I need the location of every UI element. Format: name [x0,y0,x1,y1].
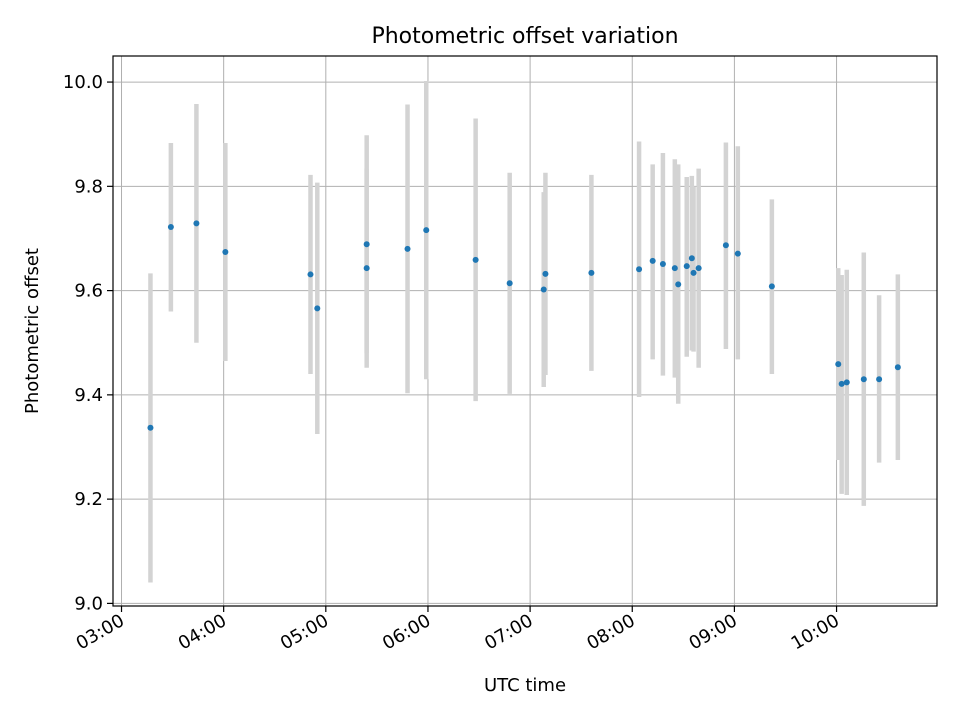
data-point [894,364,901,371]
data-point [363,265,370,272]
data-point [404,245,411,252]
y-tick-label: 9.2 [74,489,103,510]
data-point [675,281,682,288]
data-point [542,270,549,277]
x-tick-label: 08:00 [583,610,638,654]
x-tick-label: 03:00 [73,610,128,654]
x-axis-label: UTC time [484,675,566,696]
y-tick-label: 9.0 [74,593,103,614]
data-point [314,305,321,312]
data-point [588,269,595,276]
chart-title: Photometric offset variation [371,24,678,49]
data-point [768,283,775,290]
data-point [876,376,883,383]
grid [113,56,937,606]
data-point [472,256,479,263]
error-bars [148,81,901,583]
data-point [540,286,547,293]
data-points [147,220,901,431]
y-axis-label: Photometric offset [22,248,43,414]
data-point [222,249,229,256]
y-tick-label: 9.8 [74,176,103,197]
x-axis-ticks: 03:00 04:00 05:00 06:00 07:00 08:00 09:00 10:00 [73,606,843,654]
data-point [506,280,513,287]
data-point [690,269,697,276]
x-tick-label: 10:00 [788,610,843,654]
data-point [147,424,154,431]
data-point [671,265,678,272]
data-point [636,266,643,273]
data-point [307,271,314,278]
data-point [363,241,370,248]
data-point [838,380,845,387]
data-point [688,255,695,262]
data-point [695,265,702,272]
data-point [835,361,842,368]
x-tick-label: 04:00 [175,610,230,654]
plot-frame [112,55,938,607]
data-point [860,376,867,383]
data-point [734,250,741,257]
y-tick-label: 9.4 [74,385,103,406]
y-axis-ticks: 9.0 9.2 9.4 9.6 9.8 10.0 [63,72,113,614]
x-tick-label: 09:00 [685,610,740,654]
data-point [843,379,850,386]
x-tick-label: 05:00 [277,610,332,654]
data-point [683,263,690,270]
x-tick-label: 06:00 [379,610,434,654]
y-tick-label: 10.0 [63,72,103,93]
data-point [193,220,200,227]
data-point [722,242,729,249]
data-point [423,227,430,234]
data-point [167,223,174,230]
data-point [649,257,656,264]
y-tick-label: 9.6 [74,281,103,302]
data-point [659,261,666,268]
x-tick-label: 07:00 [481,610,536,654]
